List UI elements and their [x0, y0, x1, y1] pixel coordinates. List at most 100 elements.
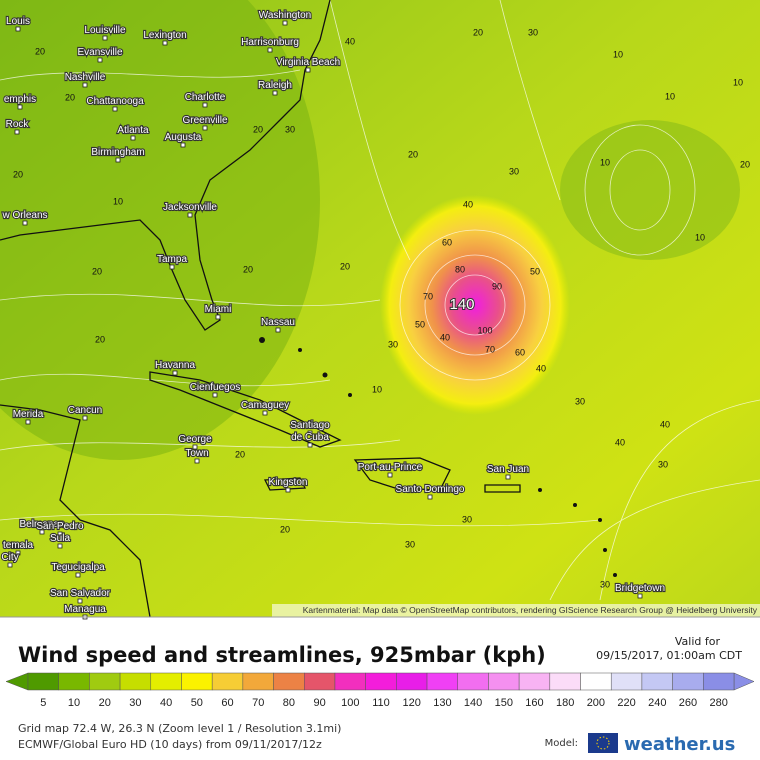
colorbar-label: 100	[341, 697, 359, 709]
colorbar-label: 5	[40, 697, 46, 709]
colorbar-label: 90	[313, 697, 325, 709]
city-marker	[172, 370, 178, 376]
city-label: Havanna	[155, 360, 195, 371]
city-label: Bridgetown	[615, 583, 665, 594]
contour-label: 70	[485, 344, 495, 354]
brand: weather.us	[624, 734, 735, 755]
city-label: Belmopan	[19, 519, 64, 530]
islands	[259, 337, 617, 577]
city-label: San Juan	[487, 464, 529, 475]
contour-label: 40	[660, 419, 670, 429]
contour-label: 30	[509, 166, 519, 176]
city-label: Miami	[205, 304, 232, 315]
city-marker	[212, 392, 218, 398]
city-label: Virginia Beach	[276, 57, 340, 68]
contour-label: 10	[665, 91, 675, 101]
contour-label: 20	[35, 46, 45, 56]
colorbar-label: 280	[709, 697, 727, 709]
contour-label: 20	[13, 169, 23, 179]
city-marker	[25, 419, 31, 425]
city-marker	[307, 442, 313, 448]
colorbar-label: 60	[221, 697, 233, 709]
city-marker	[39, 529, 45, 535]
city-marker	[169, 264, 175, 270]
colorbar-label: 160	[525, 697, 543, 709]
city-label: Tegucigalpa	[51, 562, 105, 573]
contour-label: 10	[113, 196, 123, 206]
city-label: Rock	[6, 119, 30, 130]
contour-label: 10	[600, 157, 610, 167]
colorbar-swatch	[672, 672, 704, 691]
colorbar-swatch	[181, 672, 213, 691]
city-label: Augusta	[165, 132, 202, 143]
city-marker	[275, 327, 281, 333]
colorbar-swatch	[58, 672, 90, 691]
colorbar-swatch	[518, 672, 551, 691]
city-label: w Orleans	[1, 210, 47, 221]
contour-label: 30	[600, 579, 610, 589]
colorbar-swatch	[89, 672, 121, 691]
model-run: ECMWF/Global Euro HD (10 days) from 09/1…	[18, 738, 322, 751]
colorbar-label: 260	[679, 697, 697, 709]
city-marker	[97, 57, 103, 63]
city-label: Tampa	[157, 254, 187, 265]
colorbar-swatch	[273, 672, 305, 691]
contour-label: 40	[615, 437, 625, 447]
colorbar-swatch	[457, 672, 489, 691]
city-label: Washington	[259, 10, 311, 21]
colorbar-swatch	[488, 672, 520, 691]
city-label: Santo Domingo	[396, 484, 465, 495]
contour-label: 50	[415, 319, 425, 329]
city-marker	[17, 104, 23, 110]
hurricane	[380, 195, 570, 415]
colorbar-arrow-right	[733, 672, 755, 691]
colorbar-label: 150	[495, 697, 513, 709]
colorbar-label: 40	[160, 697, 172, 709]
city-marker	[180, 142, 186, 148]
city-marker	[57, 531, 63, 537]
contour-label: 20	[243, 264, 253, 274]
city-label: Lexington	[143, 30, 186, 41]
city-label: Harrisonburg	[241, 37, 299, 48]
colorbar-swatch	[211, 672, 244, 691]
city-label: Chattanooga	[86, 96, 144, 107]
city-marker	[162, 40, 168, 46]
contour-label: 30	[528, 27, 538, 37]
city-label: Nassau	[261, 317, 295, 328]
city-label: Merida	[13, 409, 44, 420]
contour-label: 40	[440, 332, 450, 342]
contour-label: 140	[449, 296, 474, 313]
colorbar-swatch	[426, 672, 458, 691]
city-label: emphis	[4, 94, 36, 105]
contour-label: 20	[235, 449, 245, 459]
contour-label: 30	[575, 396, 585, 406]
city-label: Birmingham	[91, 147, 144, 158]
city-marker	[202, 102, 208, 108]
contour-label: 20	[280, 524, 290, 534]
city-marker	[387, 472, 393, 478]
low-wind-area	[0, 0, 320, 460]
city-label: City	[1, 552, 18, 563]
contour-label: 90	[492, 281, 502, 291]
contour-label: 20	[95, 334, 105, 344]
city-label: Cancun	[68, 405, 102, 416]
colorbar-label: 180	[556, 697, 574, 709]
city-marker	[82, 82, 88, 88]
city-label: Jacksonville	[163, 202, 217, 213]
city-label: Louis	[6, 16, 30, 27]
contour-label: 70	[423, 291, 433, 301]
colorbar-label: 130	[433, 697, 451, 709]
streamlines	[0, 0, 760, 600]
city-marker	[215, 314, 221, 320]
city-marker	[637, 593, 643, 599]
city-marker	[75, 572, 81, 578]
city-marker	[262, 410, 268, 416]
city-label: Cienfuegos	[190, 382, 241, 393]
city-label: Sula	[50, 533, 70, 544]
city-marker	[272, 90, 278, 96]
eu-stars	[596, 736, 610, 750]
contour-label: 10	[695, 232, 705, 242]
city-marker	[187, 212, 193, 218]
colorbar-label: 110	[372, 697, 390, 709]
eu-flag	[588, 733, 618, 753]
